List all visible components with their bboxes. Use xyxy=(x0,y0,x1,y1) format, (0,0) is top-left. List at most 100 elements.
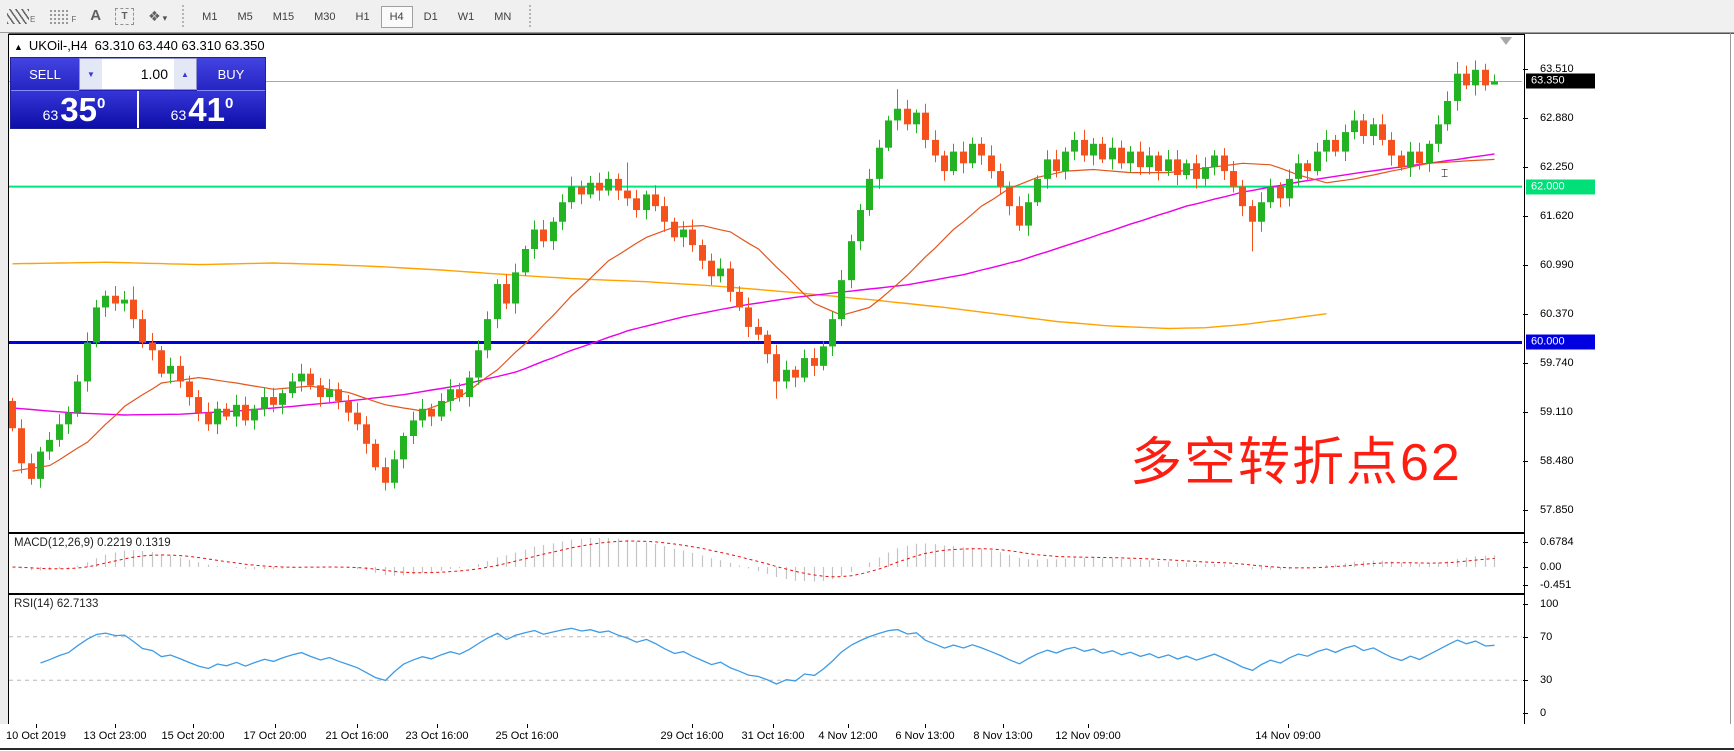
timeframe-button-W1[interactable]: W1 xyxy=(457,11,475,23)
price-axis-tick xyxy=(1523,460,1528,462)
collapse-panel-icon[interactable]: ▲ xyxy=(14,42,23,52)
time-axis-tick xyxy=(36,724,37,728)
price-axis-label: 63.510 xyxy=(1540,63,1574,75)
time-axis-label: 6 Nov 13:00 xyxy=(895,730,955,742)
chart-annotation-text: 多空转折点62 xyxy=(1130,434,1462,492)
price-axis-label: 61.620 xyxy=(1540,210,1574,223)
price-axis-label: 58.480 xyxy=(1540,454,1574,467)
price-axis-label: 60.370 xyxy=(1540,307,1574,320)
rsi-axis-tick xyxy=(1523,636,1528,638)
time-axis-tick xyxy=(115,724,116,728)
sell-button[interactable]: SELL xyxy=(11,58,79,91)
timeframe-button-M1[interactable]: M1 xyxy=(202,11,218,23)
rsi-axis-tick xyxy=(1523,680,1528,682)
chart-shift-marker-icon[interactable] xyxy=(1500,37,1512,45)
timeframe-button-H4[interactable]: H4 xyxy=(380,6,413,28)
time-axis-tick xyxy=(275,724,276,728)
time-axis-label: 13 Oct 23:00 xyxy=(83,730,147,742)
ohlc-values: 63.310 63.440 63.310 63.350 xyxy=(94,38,265,53)
price-axis-tick xyxy=(1523,265,1528,267)
volume-input[interactable]: 1.00 xyxy=(140,66,168,82)
mouse-cursor-icon: ⌶ xyxy=(1441,166,1449,180)
time-axis-label: 21 Oct 16:00 xyxy=(325,730,389,742)
price-axis-tick xyxy=(1523,510,1528,512)
rsi-axis-tick xyxy=(1523,604,1528,605)
timeframe-button-M5[interactable]: M5 xyxy=(237,11,253,23)
macd-axis-tick xyxy=(1523,542,1528,543)
time-axis-tick xyxy=(357,724,358,728)
macd-signal-value: 0.1319 xyxy=(135,537,171,549)
time-axis-label: 29 Oct 16:00 xyxy=(660,730,724,742)
price-axis-label: 60.990 xyxy=(1540,259,1574,272)
price-axis-tick xyxy=(1523,411,1528,413)
volume-increase-button[interactable]: ▲ xyxy=(174,59,196,89)
toolbar: E F A T ❖ ▾ M1 M5 M15 M30 H1 H4 D1 W1 MN xyxy=(0,0,1734,33)
time-axis-label: 23 Oct 16:00 xyxy=(405,730,469,742)
time-axis-tick xyxy=(1288,724,1289,728)
rsi-value: 62.7133 xyxy=(56,598,99,610)
macd-axis-label: 0.00 xyxy=(1540,561,1562,573)
rsi-axis-tick xyxy=(1523,713,1528,714)
time-axis-label: 12 Nov 09:00 xyxy=(1055,730,1121,742)
time-axis-label: 15 Oct 20:00 xyxy=(161,730,225,742)
time-axis-tick xyxy=(1003,724,1004,728)
rsi-axis-label: 0 xyxy=(1540,707,1547,719)
time-axis-tick xyxy=(692,724,693,728)
window-bottom-edge xyxy=(0,748,1734,750)
price-axis-tick xyxy=(1523,118,1528,120)
price-badge-60.000: 60.000 xyxy=(1526,334,1595,350)
rsi-axis-label: 100 xyxy=(1540,598,1559,610)
macd-axis-label: 0.6784 xyxy=(1540,536,1574,548)
timeframe-button-H1[interactable]: H1 xyxy=(355,11,370,23)
text-box-icon[interactable]: T xyxy=(115,7,135,25)
price-axis-label: 57.850 xyxy=(1540,504,1574,517)
price-axis-tick xyxy=(1523,167,1528,169)
macd-axis-tick xyxy=(1523,585,1528,586)
time-axis-label: 25 Oct 16:00 xyxy=(495,730,559,742)
buy-price-display[interactable]: 63 41 0 xyxy=(139,91,265,128)
time-axis-label: 4 Nov 12:00 xyxy=(818,730,878,742)
time-axis-label: 10 Oct 2019 xyxy=(6,730,66,742)
timeframe-button-group: M1 M5 M15 M30 H1 H4 D1 W1 MN xyxy=(192,6,521,28)
time-axis-tick xyxy=(773,724,774,728)
crosshatch-lines-icon[interactable]: E xyxy=(7,8,35,24)
chart-title: ▲ UKOil-,H4 63.310 63.440 63.310 63.350 xyxy=(14,38,265,53)
buy-button[interactable]: BUY xyxy=(197,58,265,91)
timeframe-button-M15[interactable]: M15 xyxy=(272,11,295,23)
rsi-indicator-pane[interactable] xyxy=(8,594,1525,726)
timeframe-button-MN[interactable]: MN xyxy=(494,11,512,23)
arrows-objects-icon[interactable]: ❖ ▾ xyxy=(148,7,168,24)
one-click-trade-panel: SELL ▼ 1.00 ▲ BUY 63 35 0 63 41 0 xyxy=(10,57,266,129)
time-axis-tick xyxy=(848,724,849,728)
time-axis-label: 17 Oct 20:00 xyxy=(243,730,307,742)
price-axis-label: 62.250 xyxy=(1540,161,1574,174)
price-axis-tick xyxy=(1523,69,1528,70)
price-badge-63.350: 63.350 xyxy=(1526,73,1595,89)
window-right-edge xyxy=(1730,33,1731,748)
toolbar-separator xyxy=(182,5,185,27)
volume-stepper: ▼ 1.00 ▲ xyxy=(79,58,197,90)
chevron-down-icon: ▾ xyxy=(162,12,168,23)
dot-grid-icon[interactable]: F xyxy=(49,8,76,24)
time-axis-tick xyxy=(527,724,528,728)
timeframe-button-M30[interactable]: M30 xyxy=(314,11,336,23)
toolbar-separator xyxy=(529,5,532,27)
timeframe-button-D1[interactable]: D1 xyxy=(423,11,438,23)
time-axis: 10 Oct 2019 13 Oct 23:00 15 Oct 20:00 17 Oc… xyxy=(0,724,1734,748)
time-axis-label: 14 Nov 09:00 xyxy=(1255,730,1321,742)
text-label-icon[interactable]: A xyxy=(90,7,102,24)
time-axis-tick xyxy=(193,724,194,728)
time-axis-label: 31 Oct 16:00 xyxy=(741,730,805,742)
volume-decrease-button[interactable]: ▼ xyxy=(80,59,102,89)
rsi-label: RSI(14) 62.7133 xyxy=(14,598,99,610)
time-axis-tick xyxy=(1088,724,1089,728)
price-axis-label: 59.740 xyxy=(1540,356,1574,369)
macd-indicator-pane[interactable] xyxy=(8,533,1525,594)
symbol-name: UKOil-,H4 xyxy=(28,38,88,53)
macd-axis-tick xyxy=(1523,567,1528,568)
price-badge-62.000: 62.000 xyxy=(1526,179,1595,195)
time-axis-label: 8 Nov 13:00 xyxy=(973,730,1033,742)
price-axis-tick xyxy=(1523,216,1528,218)
sell-price-display[interactable]: 63 35 0 xyxy=(11,91,137,128)
time-axis-tick xyxy=(437,724,438,728)
